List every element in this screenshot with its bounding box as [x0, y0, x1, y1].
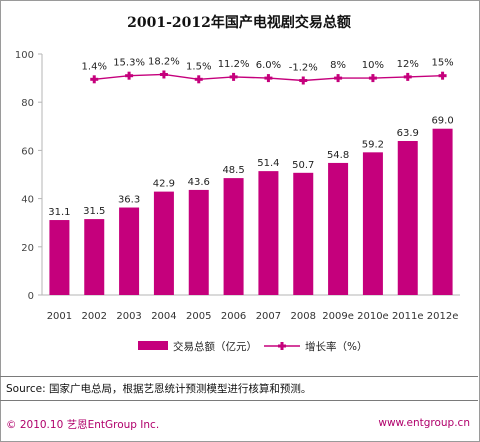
bar-value-label: 43.6 — [188, 177, 210, 188]
growth-rate-marker — [197, 75, 201, 84]
bar-value-label: 63.9 — [397, 128, 419, 139]
y-tick-label: 60 — [21, 146, 34, 157]
bar — [362, 152, 383, 295]
x-tick-label: 2004 — [151, 311, 176, 322]
growth-rate-marker — [266, 74, 270, 83]
x-tick-label: 2001 — [47, 311, 72, 322]
x-tick-label: 2002 — [82, 311, 107, 322]
bar — [258, 171, 279, 295]
growth-rate-label: 15.3% — [113, 58, 145, 69]
bar-value-label: 50.7 — [292, 160, 314, 171]
bar-value-label: 42.9 — [153, 179, 175, 190]
y-tick-label: 40 — [21, 195, 34, 206]
x-tick-label: 2007 — [256, 311, 281, 322]
bar — [188, 189, 209, 295]
growth-rate-marker — [162, 70, 166, 79]
chart-svg: 0 20 40 60 80 100 31.1 2001 31.5 2002 36.3 2003 42.9… — [15, 50, 460, 353]
bar — [119, 207, 140, 295]
x-tick-label: 2010e — [357, 311, 389, 322]
legend-swatch-bars — [138, 341, 168, 350]
bar-value-label: 31.1 — [48, 207, 70, 218]
legend-label-line: 增长率（%） — [305, 340, 367, 353]
growth-rate-label: -1.2% — [289, 63, 318, 74]
bar — [153, 191, 174, 295]
y-tick-label: 80 — [21, 98, 34, 109]
growth-rate-label: 18.2% — [148, 56, 180, 67]
bar — [49, 220, 70, 295]
growth-rate-label: 12% — [397, 59, 419, 70]
growth-rate-marker — [232, 72, 236, 81]
bar — [328, 162, 349, 295]
growth-rate-label: 1.5% — [186, 61, 211, 72]
source-top-divider — [0, 376, 478, 377]
growth-rate-label: 6.0% — [256, 60, 281, 71]
legend-swatch-marker — [280, 342, 284, 350]
growth-rate-label: 1.4% — [82, 61, 107, 72]
bar — [84, 219, 105, 295]
bar-value-label: 48.5 — [222, 165, 244, 176]
growth-rate-marker — [406, 72, 410, 81]
bar-value-label: 31.5 — [83, 206, 105, 217]
bar — [223, 178, 244, 295]
y-tick-label: 100 — [15, 50, 34, 61]
bar-value-label: 54.8 — [327, 150, 349, 161]
growth-rate-marker — [371, 74, 375, 83]
bar — [432, 128, 453, 295]
growth-rate-label: 8% — [330, 60, 346, 71]
bar-value-label: 69.0 — [431, 116, 453, 127]
bar — [397, 141, 418, 295]
x-tick-label: 2003 — [116, 311, 141, 322]
x-tick-label: 2009e — [322, 311, 354, 322]
bar-value-label: 59.2 — [362, 139, 384, 150]
website-link[interactable]: www.entgroup.cn — [378, 417, 470, 429]
growth-rate-label: 11.2% — [218, 59, 250, 70]
growth-rate-marker — [127, 71, 131, 80]
x-tick-label: 2011e — [392, 311, 424, 322]
x-tick-label: 2005 — [186, 311, 211, 322]
x-tick-label: 2012e — [427, 311, 459, 322]
copyright-text: © 2010.10 艺恩EntGroup Inc. — [6, 419, 160, 431]
growth-rate-marker — [92, 75, 96, 84]
growth-rate-marker — [336, 74, 340, 83]
y-tick-label: 0 — [28, 291, 34, 302]
growth-rate-marker — [441, 71, 445, 80]
source-note: Source: 国家广电总局，根据艺恩统计预测模型进行核算和预测。 — [6, 383, 312, 395]
bar-value-label: 36.3 — [118, 195, 140, 206]
growth-rate-label: 15% — [431, 58, 453, 69]
growth-rate-marker — [301, 76, 305, 85]
bar — [293, 172, 314, 295]
bar-value-label: 51.4 — [257, 158, 279, 169]
chart-title: 2001-2012年国产电视剧交易总额 — [127, 15, 351, 31]
x-tick-label: 2008 — [291, 311, 316, 322]
source-bottom-divider — [0, 400, 478, 401]
y-tick-label: 20 — [21, 243, 34, 254]
x-tick-label: 2006 — [221, 311, 246, 322]
growth-rate-label: 10% — [362, 60, 384, 71]
legend-label-bars: 交易总额（亿元） — [173, 340, 257, 353]
